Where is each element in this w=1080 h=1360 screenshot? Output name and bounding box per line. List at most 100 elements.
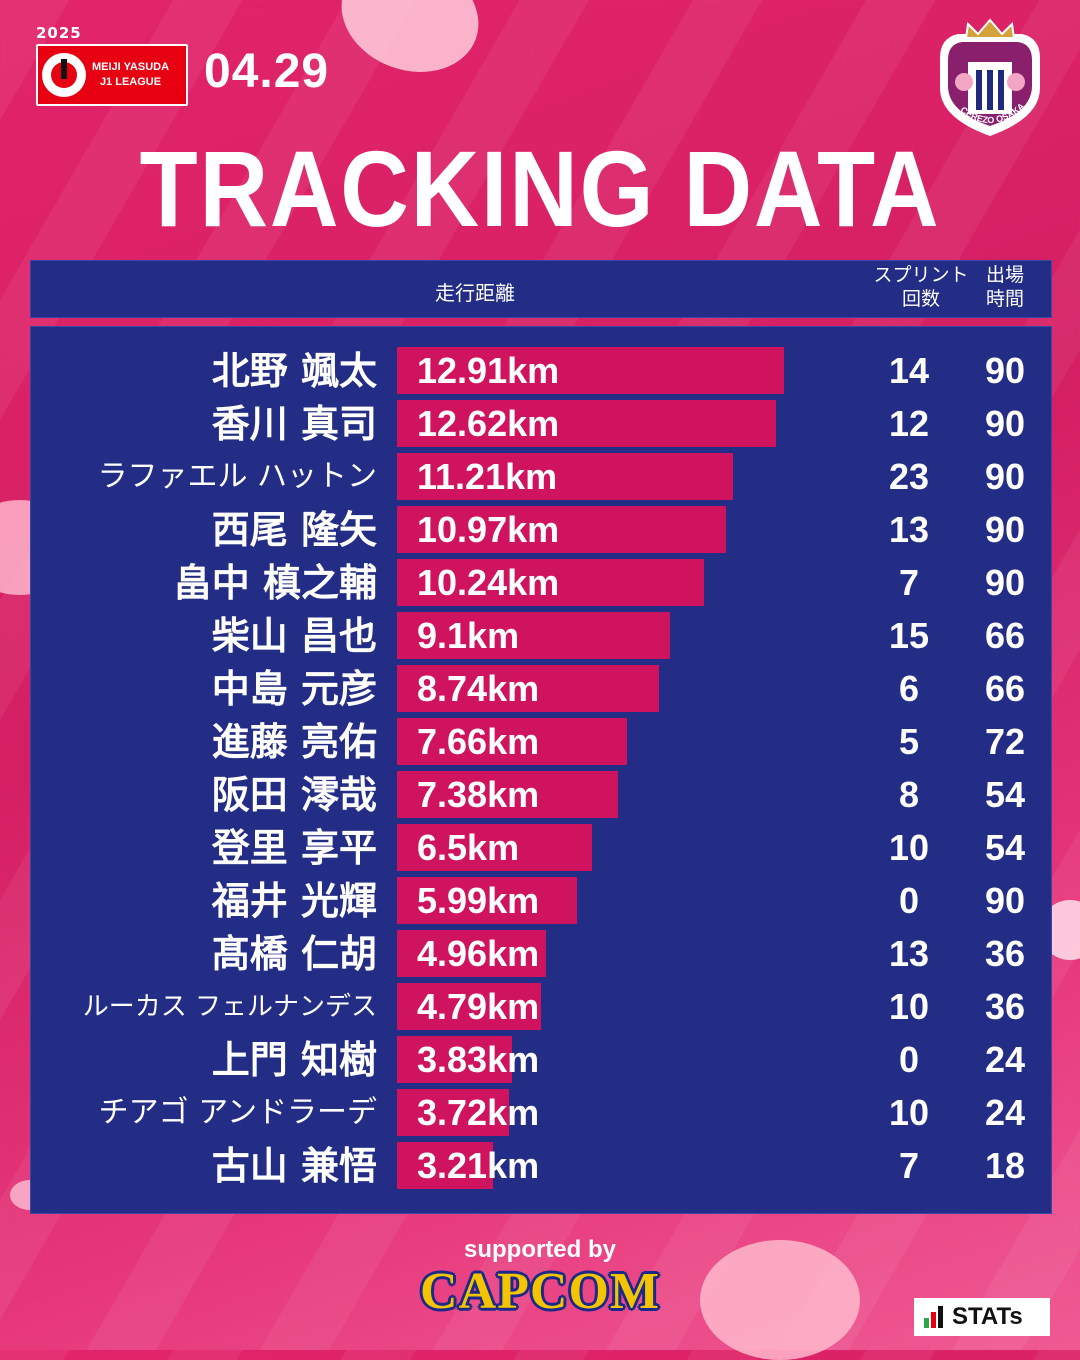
- sprint-count: 10: [888, 827, 930, 868]
- sprint-count: 7: [898, 1145, 920, 1186]
- table-row: 畠中 槙之輔 10.24km 7 90: [31, 559, 1051, 607]
- minutes-played: 66: [984, 668, 1026, 709]
- distance-label: 7.66km: [417, 721, 540, 762]
- minutes-played: 24: [984, 1092, 1026, 1133]
- sprint-count: 13: [888, 509, 930, 550]
- table-row: 柴山 昌也 9.1km 15 66: [31, 612, 1051, 660]
- distance-bar: [397, 559, 704, 606]
- table-row: 西尾 隆矢 10.97km 13 90: [31, 506, 1051, 554]
- minutes-played: 90: [984, 403, 1026, 444]
- distance-label: 3.21km: [417, 1145, 540, 1186]
- table-row: 上門 知樹 3.83km 0 24: [31, 1036, 1051, 1084]
- distance-label: 8.74km: [417, 668, 540, 709]
- league-badge: 2025 MEIJI YASUDA J1 LEAGUE: [36, 24, 188, 106]
- sprint-count: 14: [888, 350, 930, 391]
- minutes-played: 66: [984, 615, 1026, 656]
- column-header-distance: 走行距離: [435, 281, 515, 305]
- table-row: ラファエル ハットン 11.21km 23 90: [31, 453, 1051, 501]
- distance-bar: [397, 824, 592, 871]
- distance-label: 4.96km: [417, 933, 540, 974]
- table-row: 古山 兼悟 3.21km 7 18: [31, 1142, 1051, 1190]
- distance-bar: [397, 1036, 512, 1083]
- minutes-played: 90: [984, 509, 1026, 550]
- sprint-count: 15: [888, 615, 930, 656]
- j-league-emblem-icon: [42, 53, 86, 97]
- sprint-count: 10: [888, 1092, 930, 1133]
- minutes-played: 18: [984, 1145, 1026, 1186]
- player-name: 登里 享平: [211, 826, 377, 870]
- supported-by-text: supported by: [463, 1236, 616, 1263]
- distance-bar: [397, 1142, 493, 1189]
- minutes-played: 90: [984, 880, 1026, 921]
- distance-bar: [397, 400, 776, 447]
- league-logo: MEIJI YASUDA J1 LEAGUE: [36, 44, 188, 106]
- distance-label: 7.38km: [417, 774, 540, 815]
- minutes-played: 54: [984, 827, 1026, 868]
- distance-label: 6.5km: [417, 827, 520, 868]
- distance-label: 11.21km: [417, 456, 558, 497]
- match-date: 04.29: [204, 45, 330, 98]
- table-header: 走行距離 スプリント 回数 出場 時間: [30, 260, 1052, 318]
- league-name-line1: MEIJI YASUDA: [92, 61, 170, 73]
- player-name: 福井 光輝: [211, 879, 377, 923]
- minutes-played: 90: [984, 350, 1026, 391]
- sprint-count: 23: [888, 456, 930, 497]
- sponsor-logo: CAPCOM: [420, 1263, 660, 1320]
- sprint-count: 0: [898, 1039, 920, 1080]
- distance-label: 4.79km: [417, 986, 540, 1027]
- sprint-count: 7: [898, 562, 920, 603]
- player-name: チアゴ アンドラーデ: [98, 1095, 377, 1130]
- table-row: 福井 光輝 5.99km 0 90: [31, 877, 1051, 925]
- table-row: 香川 真司 12.62km 12 90: [31, 400, 1051, 448]
- distance-label: 10.97km: [417, 509, 560, 550]
- decorative-petal: [700, 1240, 860, 1360]
- distance-label: 3.72km: [417, 1092, 540, 1133]
- distance-bar: [397, 665, 659, 712]
- table-row: 北野 颯太 12.91km 14 90: [31, 347, 1051, 395]
- column-header-sprints: スプリント 回数: [873, 264, 969, 310]
- league-name-line2: J1 LEAGUE: [99, 76, 162, 88]
- player-name: 畠中 槙之輔: [173, 561, 377, 605]
- player-name: 柴山 昌也: [211, 614, 377, 658]
- player-name: 香川 真司: [211, 402, 377, 446]
- distance-bar: [397, 877, 577, 924]
- player-name: ルーカス フェルナンデス: [82, 992, 377, 1022]
- distance-label: 9.1km: [417, 615, 520, 656]
- distance-label: 5.99km: [417, 880, 540, 921]
- distance-label: 10.24km: [417, 562, 560, 603]
- table-row: 阪田 澪哉 7.38km 8 54: [31, 771, 1051, 819]
- stats-bars-icon: [924, 1306, 946, 1328]
- sprint-count: 6: [898, 668, 920, 709]
- table-row: 登里 享平 6.5km 10 54: [31, 824, 1051, 872]
- table-row: 中島 元彦 8.74km 6 66: [31, 665, 1051, 713]
- sprint-count: 8: [898, 774, 920, 815]
- minutes-played: 90: [984, 562, 1026, 603]
- sprint-count: 0: [898, 880, 920, 921]
- player-name: 北野 颯太: [211, 349, 377, 393]
- table-row: 進藤 亮佑 7.66km 5 72: [31, 718, 1051, 766]
- sprint-count: 13: [888, 933, 930, 974]
- distance-bar: [397, 771, 618, 818]
- player-name: 中島 元彦: [211, 667, 377, 711]
- distance-bar: [397, 612, 670, 659]
- distance-bar: [397, 347, 784, 394]
- distance-bar: [397, 1089, 509, 1136]
- data-provider: STATs: [952, 1303, 1023, 1330]
- distance-bar: [397, 506, 726, 553]
- minutes-played: 36: [984, 933, 1026, 974]
- minutes-played: 90: [984, 456, 1026, 497]
- sprint-count: 10: [888, 986, 930, 1027]
- tracking-chart-panel: 北野 颯太 12.91km 14 90 香川 真司 12.62km 12 90 ラファエル ハッ…: [30, 326, 1052, 1214]
- player-name: ラファエル ハットン: [97, 459, 377, 494]
- distance-label: 12.91km: [417, 350, 560, 391]
- player-name: 髙橋 仁胡: [211, 932, 377, 976]
- minutes-played: 24: [984, 1039, 1026, 1080]
- player-name: 阪田 澪哉: [211, 773, 377, 817]
- distance-bar: [397, 983, 541, 1030]
- sprint-count: 12: [888, 403, 930, 444]
- chart-title: TRACKING DATA: [139, 128, 941, 249]
- minutes-played: 36: [984, 986, 1026, 1027]
- minutes-played: 72: [984, 721, 1026, 762]
- player-name: 進藤 亮佑: [211, 720, 377, 764]
- player-name: 上門 知樹: [211, 1038, 377, 1082]
